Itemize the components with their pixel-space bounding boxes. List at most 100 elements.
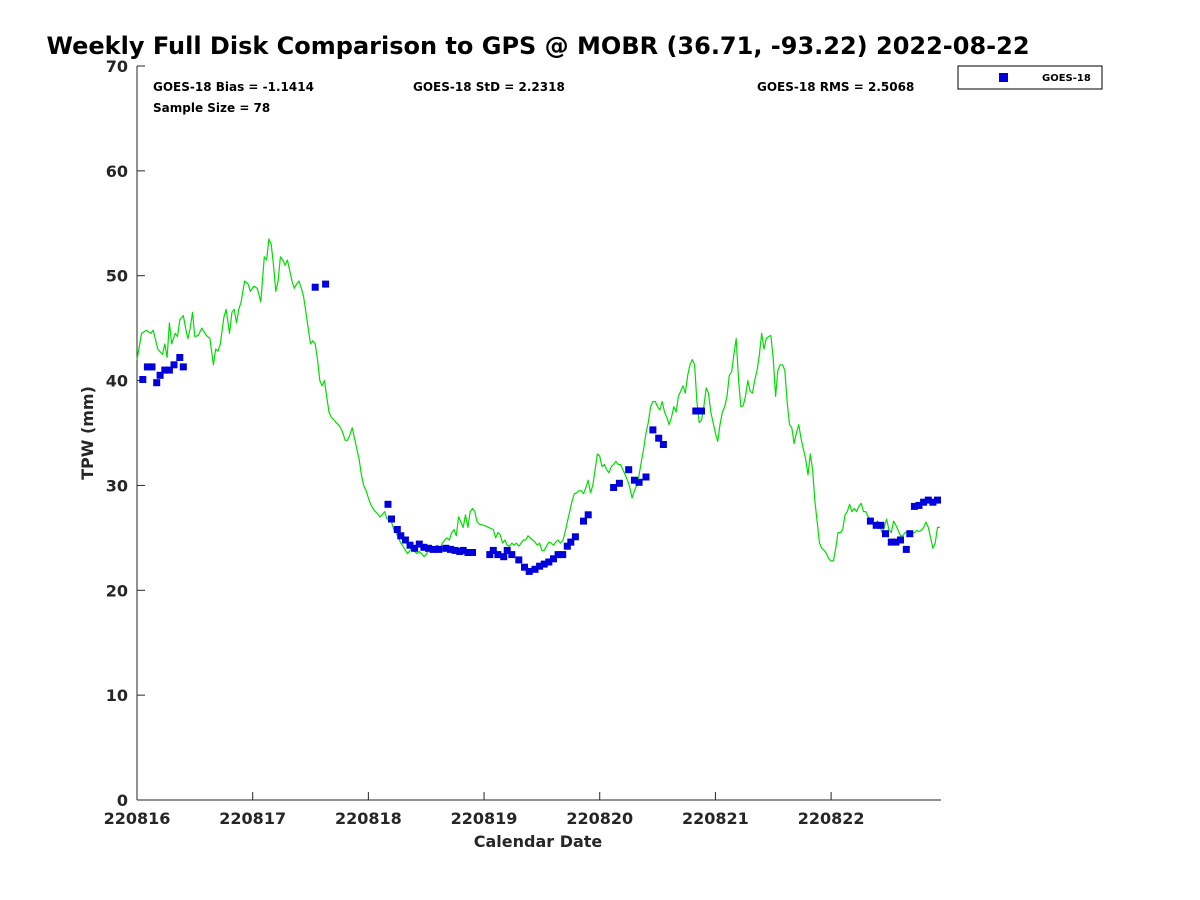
goes18-point [515,556,523,564]
y-axis-ticks: 0 10 20 30 40 50 60 70 [106,57,145,810]
goes18-point [924,496,932,504]
goes18-point [887,538,895,546]
goes18-point [156,371,164,379]
goes18-point [143,363,151,371]
stat-sample-size: Sample Size = 78 [153,101,270,115]
goes18-point [459,546,467,554]
x-tick-label: 220822 [798,809,865,828]
goes18-point [521,563,528,571]
goes18-point [536,562,544,570]
x-tick-label: 220819 [451,809,518,828]
goes18-point [554,551,562,559]
goes18-point [906,530,914,538]
y-tick-label: 20 [106,581,128,600]
goes18-point [139,376,147,383]
goes18-point [915,501,923,509]
goes18-point [415,540,423,548]
stat-std: GOES-18 StD = 2.2318 [413,80,565,94]
goes18-point [442,544,450,552]
goes18-point [692,407,700,415]
goes18-point [550,555,557,563]
y-tick-label: 40 [106,372,128,391]
goes18-point [494,551,502,559]
goes18-point [545,558,553,566]
goes18-point [170,361,178,369]
goes18-point [425,544,432,552]
goes18-point [161,366,169,374]
gps-tpw-line [136,238,940,562]
x-axis-ticks: 220816 220817 220818 220819 220820 220821 2208… [104,792,865,828]
goes18-point [435,545,443,553]
y-tick-label: 0 [117,791,128,810]
goes18-point [322,280,330,288]
x-axis-label: Calendar Date [474,832,603,851]
goes18-point [910,502,918,510]
goes18-point [615,479,623,487]
goes18-scatter-series [139,280,941,575]
goes18-point [635,478,643,486]
goes18-point [655,434,663,442]
goes18-point [584,511,592,519]
chart-title: Weekly Full Disk Comparison to GPS @ MOB… [46,32,1029,60]
goes18-point [929,498,937,506]
goes18-point [897,536,904,544]
gps-line-series [136,238,940,562]
goes18-point [571,533,579,541]
y-tick-label: 50 [106,267,128,286]
goes18-point [892,538,900,546]
y-tick-label: 10 [106,686,128,705]
goes18-point [406,541,414,549]
legend-box [957,65,1103,90]
y-tick-label: 30 [106,476,128,495]
legend: GOES-18 [957,65,1103,90]
goes18-point [397,532,405,540]
goes18-point [559,551,567,559]
stat-rms: GOES-18 RMS = 2.5068 [757,80,914,94]
goes18-point [580,517,587,525]
legend-label-goes18: GOES-18 [1042,73,1091,84]
plot-area [136,66,941,801]
goes18-point [464,549,472,556]
goes18-point [447,545,454,553]
goes18-point [429,545,437,553]
x-tick-label: 220818 [335,809,402,828]
legend-marker-goes18 [999,73,1008,82]
goes18-point [866,517,874,525]
x-tick-label: 220817 [219,809,286,828]
y-tick-label: 60 [106,162,128,181]
goes18-point [311,283,319,291]
y-axis-label: TPW (mm) [78,386,97,480]
goes18-point [393,526,401,533]
goes18-point [877,521,885,529]
x-tick-label: 220820 [566,809,633,828]
x-tick-label: 220821 [682,809,749,828]
goes18-point [401,536,409,544]
goes18-point [882,530,889,538]
goes18-point [659,441,667,448]
goes18-point [489,546,497,554]
goes18-point [411,544,419,552]
goes18-point [563,542,571,550]
goes18-point [610,484,618,491]
goes18-point [920,498,928,506]
goes18-point [179,363,187,371]
goes18-point [531,565,539,573]
goes18-point [902,545,910,553]
goes18-point [420,543,428,551]
goes18-point [500,553,508,561]
goes18-point [153,379,161,387]
goes18-point [540,560,548,568]
x-tick-label: 220816 [104,809,171,828]
goes18-point [176,354,184,361]
goes18-point [384,500,392,508]
goes18-point [508,551,516,559]
goes18-point [642,473,650,481]
goes18-point [503,546,511,554]
goes18-point [486,551,494,559]
goes18-point [934,496,941,504]
goes18-point [630,476,638,484]
goes18-point [451,546,459,554]
goes18-point [625,466,633,474]
